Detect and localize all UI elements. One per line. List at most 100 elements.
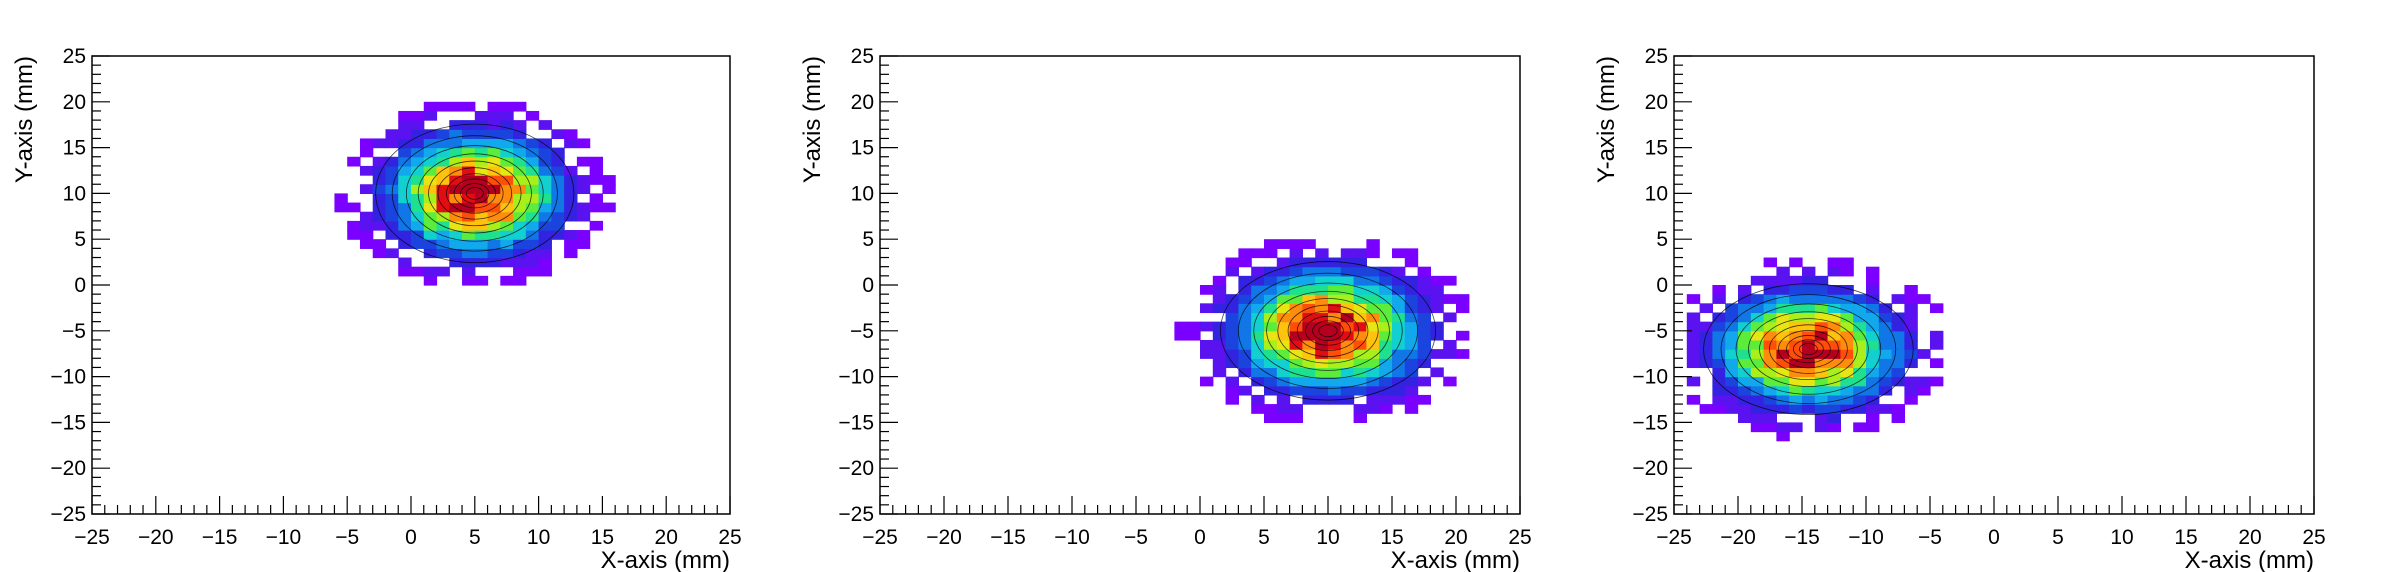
heatmap-cell bbox=[423, 138, 438, 149]
heatmap-cell bbox=[1891, 312, 1905, 323]
heatmap-cell bbox=[1814, 394, 1829, 405]
heatmap-cell bbox=[1840, 312, 1854, 323]
heatmap-cell bbox=[1276, 312, 1291, 323]
heatmap-cell bbox=[564, 165, 578, 176]
heatmap-cell bbox=[1276, 294, 1291, 304]
heatmap-cell bbox=[1776, 312, 1790, 323]
heatmap-cell bbox=[1904, 349, 1918, 359]
heatmap-cell bbox=[1264, 266, 1278, 277]
heatmap-cell bbox=[1763, 422, 1777, 433]
heatmap-cell bbox=[1366, 312, 1380, 323]
contour-line bbox=[375, 123, 575, 264]
heatmap-cell bbox=[385, 248, 399, 259]
heatmap-cell bbox=[1891, 358, 1905, 369]
heatmap-cell bbox=[1853, 404, 1867, 414]
heatmap-cell bbox=[1866, 367, 1880, 378]
contour-line bbox=[1266, 290, 1390, 371]
heatmap-cell bbox=[398, 165, 412, 176]
contour-line bbox=[1720, 294, 1897, 405]
heatmap-cell bbox=[411, 165, 425, 176]
heatmap-cell bbox=[1289, 349, 1303, 359]
heatmap-cell bbox=[500, 120, 514, 130]
heatmap-cell bbox=[436, 248, 450, 259]
heatmap-cell bbox=[1289, 266, 1303, 277]
heatmap-cell bbox=[474, 184, 489, 194]
x-tick-label: −5 bbox=[1124, 526, 1148, 549]
heatmap-cell bbox=[1366, 358, 1380, 369]
heatmap-cell bbox=[513, 230, 527, 240]
heatmap-cell bbox=[334, 202, 348, 213]
heatmap-cell bbox=[1699, 339, 1713, 350]
contour-line bbox=[437, 167, 513, 220]
heatmap-cell bbox=[1827, 303, 1841, 314]
x-tick-label: 25 bbox=[1508, 526, 1531, 549]
heatmap-cell bbox=[1366, 294, 1380, 304]
heatmap-cell bbox=[462, 211, 476, 222]
heatmap-cell bbox=[1264, 376, 1278, 387]
x-tick-label: −15 bbox=[1784, 526, 1820, 549]
heatmap-cell bbox=[1379, 285, 1393, 295]
heatmap-cell bbox=[1776, 321, 1790, 332]
heatmap-cell bbox=[1802, 312, 1816, 323]
heatmap-cell bbox=[436, 202, 450, 213]
y-tick-label: −10 bbox=[1632, 366, 1668, 389]
contour-line bbox=[1748, 311, 1869, 387]
heatmap-cell bbox=[1750, 394, 1765, 405]
heatmap-cell bbox=[411, 220, 425, 231]
heatmap-cell bbox=[1725, 385, 1739, 396]
heatmap-cell bbox=[423, 275, 438, 286]
heatmap-cell bbox=[487, 257, 501, 268]
heatmap-cell bbox=[1763, 275, 1777, 286]
heatmap-cell bbox=[589, 165, 603, 176]
heatmap-cell bbox=[462, 120, 476, 130]
heatmap-cell bbox=[1789, 285, 1803, 295]
heatmap-cell bbox=[1827, 358, 1841, 369]
x-tick-label: 5 bbox=[2052, 526, 2064, 549]
heatmap-cell bbox=[1340, 330, 1355, 341]
heatmap-cell bbox=[385, 211, 399, 222]
heatmap-cell bbox=[423, 202, 438, 213]
heatmap-cell bbox=[1404, 349, 1419, 359]
heatmap-cell bbox=[1366, 330, 1380, 341]
heatmap-cell bbox=[538, 230, 552, 240]
heatmap-cell bbox=[564, 138, 578, 149]
heatmap-cell bbox=[525, 266, 540, 277]
y-tick-label: −20 bbox=[50, 457, 86, 480]
heatmap-cell bbox=[359, 230, 374, 240]
heatmap-cell bbox=[1366, 303, 1380, 314]
heatmap-cell bbox=[423, 110, 438, 121]
heatmap-cell bbox=[1251, 294, 1265, 304]
heatmap-cell bbox=[449, 202, 463, 213]
heatmap-cell bbox=[1802, 266, 1816, 277]
heatmap-cell bbox=[1392, 321, 1406, 332]
y-tick-label: 5 bbox=[862, 228, 874, 251]
heatmap-cell bbox=[1353, 339, 1367, 350]
heatmap-cell bbox=[1353, 303, 1367, 314]
heatmap-cell bbox=[1878, 349, 1893, 359]
heatmap-cell bbox=[1379, 404, 1393, 414]
heatmap-cell bbox=[398, 193, 412, 204]
heatmap-cell bbox=[423, 175, 438, 185]
heatmap-cell bbox=[1212, 330, 1227, 341]
heatmap-cell bbox=[372, 202, 387, 213]
heatmap-cell bbox=[1853, 367, 1867, 378]
heatmap-cell bbox=[1379, 358, 1393, 369]
heatmap-cell bbox=[1904, 321, 1918, 332]
heatmap-cell bbox=[1417, 349, 1431, 359]
heatmap-cell bbox=[1251, 248, 1265, 259]
heatmap-cell bbox=[500, 147, 514, 158]
heatmap-cell bbox=[1443, 339, 1457, 350]
x-tick-label: −25 bbox=[862, 526, 898, 549]
heatmap-cell bbox=[423, 220, 438, 231]
heatmap-cell bbox=[1904, 303, 1918, 314]
x-tick-label: 15 bbox=[2174, 526, 2197, 549]
heatmap-cell bbox=[1827, 422, 1841, 433]
heatmap-cell bbox=[1712, 330, 1726, 341]
heatmap-cell bbox=[1225, 376, 1239, 387]
heatmap-cell bbox=[513, 193, 527, 204]
heatmap-cell bbox=[1802, 275, 1816, 286]
heatmap-cell bbox=[1289, 413, 1303, 423]
heatmap-cell bbox=[1417, 376, 1431, 387]
heatmap-cell bbox=[1392, 367, 1406, 378]
heatmap-cell bbox=[1840, 358, 1854, 369]
